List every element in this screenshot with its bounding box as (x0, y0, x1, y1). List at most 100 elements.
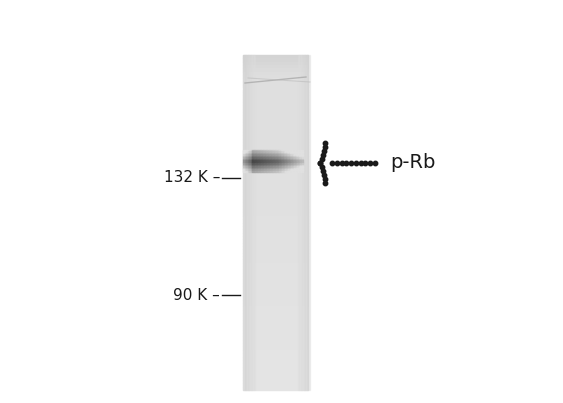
Bar (276, 150, 278, 152)
Bar (251, 150, 252, 152)
Bar (300, 165, 302, 166)
Bar (291, 169, 293, 170)
Bar (260, 170, 261, 172)
Bar (261, 165, 262, 166)
Bar (257, 169, 258, 170)
Bar (248, 169, 249, 170)
Bar (287, 170, 288, 172)
Bar (289, 168, 291, 169)
Bar (266, 162, 267, 163)
Bar (279, 152, 280, 153)
Bar (264, 165, 266, 166)
Bar (243, 172, 308, 176)
Bar (285, 150, 287, 152)
Bar (289, 156, 291, 157)
Bar (278, 163, 279, 165)
Bar (288, 152, 289, 153)
Bar (300, 157, 302, 159)
Bar (276, 169, 278, 170)
Bar (300, 159, 302, 160)
Bar (287, 168, 288, 169)
Bar (269, 159, 270, 160)
Bar (248, 55, 249, 390)
Bar (302, 159, 303, 160)
Bar (297, 157, 298, 159)
Bar (255, 165, 257, 166)
Bar (246, 169, 248, 170)
Bar (285, 163, 287, 165)
Bar (269, 157, 270, 159)
Bar (298, 150, 300, 152)
Bar (270, 168, 271, 169)
Bar (262, 156, 264, 157)
Bar (262, 168, 264, 169)
Bar (297, 160, 298, 162)
Bar (243, 216, 308, 219)
Text: 90 K –: 90 K – (173, 287, 220, 303)
Bar (243, 209, 308, 212)
Bar (243, 129, 308, 132)
Bar (264, 157, 266, 159)
Bar (255, 168, 257, 169)
Bar (266, 153, 267, 154)
Bar (260, 160, 261, 162)
Bar (246, 157, 248, 159)
Bar (255, 150, 257, 152)
Bar (243, 263, 308, 266)
Bar (289, 157, 291, 159)
Bar (258, 154, 260, 156)
Bar (293, 168, 294, 169)
Bar (243, 145, 308, 149)
Bar (287, 163, 288, 165)
Bar (243, 166, 308, 169)
Bar (297, 163, 298, 165)
Bar (264, 162, 266, 163)
Bar (251, 165, 252, 166)
Bar (243, 350, 308, 353)
Bar (266, 166, 267, 168)
Bar (243, 357, 308, 360)
Bar (243, 85, 308, 89)
Bar (276, 159, 278, 160)
Bar (293, 154, 294, 156)
Bar (285, 156, 287, 157)
Bar (251, 152, 252, 153)
Bar (243, 313, 308, 316)
Bar (264, 156, 266, 157)
Bar (243, 75, 308, 79)
Bar (253, 55, 255, 390)
Bar (262, 159, 264, 160)
Bar (257, 163, 258, 165)
Bar (276, 166, 278, 168)
Bar (293, 166, 294, 168)
Bar (282, 152, 284, 153)
Bar (261, 170, 262, 172)
Bar (296, 153, 297, 154)
Bar (252, 169, 253, 170)
Bar (278, 152, 279, 153)
Bar (260, 163, 261, 165)
Bar (282, 153, 284, 154)
Bar (298, 156, 300, 157)
Bar (262, 152, 264, 153)
Bar (271, 153, 273, 154)
Text: p-Rb: p-Rb (390, 154, 435, 172)
Bar (297, 165, 298, 166)
Bar (287, 152, 288, 153)
Bar (270, 152, 271, 153)
Bar (278, 156, 279, 157)
Bar (243, 233, 308, 236)
Bar (282, 169, 284, 170)
Bar (280, 162, 282, 163)
Bar (280, 159, 282, 160)
Bar (261, 166, 262, 168)
Bar (278, 166, 279, 168)
Bar (243, 118, 308, 122)
Bar (300, 150, 302, 152)
Bar (264, 163, 266, 165)
Bar (287, 157, 288, 159)
Bar (253, 169, 255, 170)
Bar (269, 153, 270, 154)
Bar (261, 152, 262, 153)
Bar (294, 152, 296, 153)
